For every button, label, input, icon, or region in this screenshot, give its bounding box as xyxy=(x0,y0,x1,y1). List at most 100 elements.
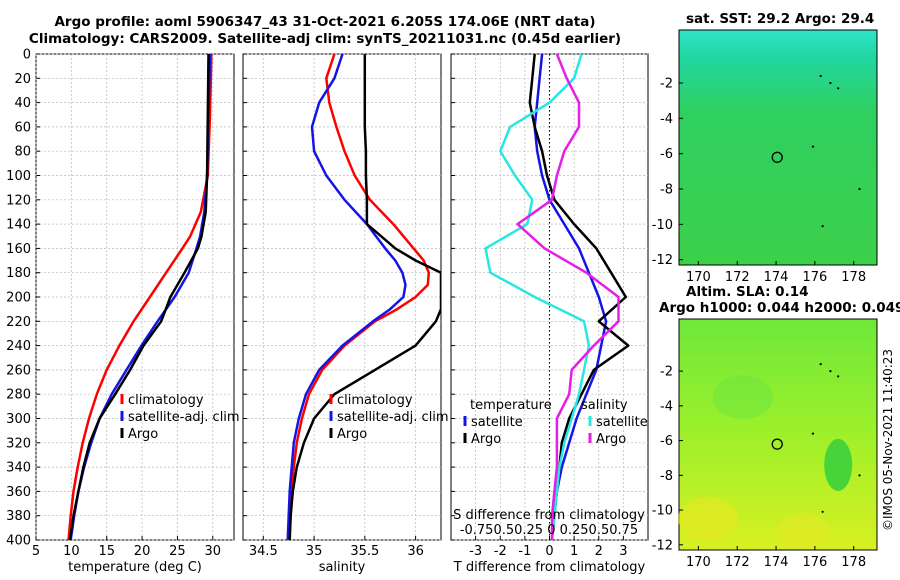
depth-tick-label: 140 xyxy=(6,218,31,233)
map-2-island xyxy=(811,432,815,435)
legend-label: satellite-adj. clim xyxy=(337,410,449,425)
map-2-ytick-label: -2 xyxy=(660,365,673,380)
map-1-ytick-label: -4 xyxy=(660,112,673,127)
map-2-xtick-label: 176 xyxy=(802,555,827,570)
panel-3-xtick-label: -1 xyxy=(518,544,531,559)
series-climatology-line xyxy=(67,54,213,540)
map-2-ytick-label: -4 xyxy=(660,399,673,414)
panel-3-xtick-label: -2 xyxy=(494,544,507,559)
depth-tick-label: 260 xyxy=(6,363,31,378)
map-1-xtick-label: 170 xyxy=(686,270,711,285)
panel-3-xtick-label: 3 xyxy=(619,544,627,559)
map-1-xtick-label: 176 xyxy=(802,270,827,285)
map-1-ytick-label: -8 xyxy=(660,183,673,198)
map-2-ytick-label: -8 xyxy=(660,469,673,484)
map-2-ytick-label: -12 xyxy=(652,538,673,553)
map-1-island xyxy=(819,74,822,78)
map-1-island xyxy=(837,87,840,90)
map-1-ytick-label: -2 xyxy=(660,77,673,92)
panel-1-xtick-label: 25 xyxy=(169,544,186,559)
map-2-island xyxy=(858,474,861,477)
depth-tick-label: 340 xyxy=(6,461,31,476)
panel-1-xtick-label: 30 xyxy=(205,544,222,559)
map-2-xtick-label: 172 xyxy=(725,555,750,570)
map-1-ytick-label: -6 xyxy=(660,147,673,162)
depth-tick-label: 180 xyxy=(6,266,31,281)
depth-tick-label: 40 xyxy=(14,96,31,111)
legend-label: climatology xyxy=(337,393,413,408)
series-s-satellite-line xyxy=(484,53,591,541)
panel-2-series-group xyxy=(286,54,441,540)
panel-3-xlabel: T difference from climatology xyxy=(453,560,646,575)
depth-tick-label: 200 xyxy=(6,291,31,306)
legend-label: Argo xyxy=(337,427,367,442)
map-sla-green-patch xyxy=(824,438,853,491)
top-xlabel: S difference from climatology xyxy=(453,508,645,523)
panel-2-xtick-label: 35 xyxy=(306,544,323,559)
panel-2-xtick-label: 34.5 xyxy=(249,544,278,559)
legend-label: satellite xyxy=(471,415,523,430)
panel-3-xtick-label: 2 xyxy=(595,544,603,559)
panel-1-xtick-label: 20 xyxy=(134,544,151,559)
map-2-xtick-label: 170 xyxy=(686,555,711,570)
series-s-argo-line xyxy=(516,53,620,540)
legend-label: Argo xyxy=(128,427,158,442)
legend-label: satellite xyxy=(596,415,648,430)
panel-3-xtick-label: -3 xyxy=(469,544,482,559)
panel-2-xlabel: salinity xyxy=(319,560,366,575)
panel-1-xtick-label: 5 xyxy=(32,544,40,559)
depth-tick-label: 80 xyxy=(14,145,31,160)
map-sla-yellow-patch xyxy=(777,512,830,549)
legend-label: Argo xyxy=(596,432,626,447)
legend-label: climatology xyxy=(128,393,204,408)
map-1-field xyxy=(678,29,878,266)
figure-title-line-2: Climatology: CARS2009. Satellite-adj cli… xyxy=(28,31,622,47)
map-1-xtick-label: 174 xyxy=(764,270,789,285)
map-1-ytick-label: -10 xyxy=(652,218,673,233)
map-2-float-marker xyxy=(771,438,783,450)
panel-1-xtick-label: 10 xyxy=(63,544,80,559)
map-1-xtick-label: 172 xyxy=(725,270,750,285)
series-argo-line xyxy=(288,54,441,540)
figure-title-line-1: Argo profile: aoml 5906347_43 31-Oct-202… xyxy=(54,14,596,30)
map-1-ytick-label: -12 xyxy=(652,253,673,268)
depth-tick-label: 280 xyxy=(6,388,31,403)
map-2-island xyxy=(829,370,832,373)
depth-tick-label: 380 xyxy=(6,509,31,524)
map-1-island xyxy=(821,225,824,228)
series-satellite-adj--clim-line xyxy=(286,54,407,540)
panel-3-xtick-label: 1 xyxy=(570,544,578,559)
map-1-island xyxy=(829,81,832,85)
depth-tick-label: 100 xyxy=(6,169,31,184)
panel-2-xtick-label: 35.5 xyxy=(350,544,379,559)
panel-1-xlabel: temperature (deg C) xyxy=(68,560,202,575)
map-2-ytick-label: -10 xyxy=(652,504,673,519)
depth-tick-label: 120 xyxy=(6,193,31,208)
depth-tick-label: 320 xyxy=(6,436,31,451)
depth-tick-label: 360 xyxy=(6,485,31,500)
map-2-island xyxy=(819,363,822,366)
map-2-ytick-label: -6 xyxy=(660,434,673,449)
panel-1-xtick-label: 15 xyxy=(98,544,115,559)
legend-label: satellite-adj. clim xyxy=(128,410,240,425)
sla-map-title-1: Altim. SLA: 0.14 xyxy=(686,284,809,300)
sst-map-title: sat. SST: 29.2 Argo: 29.4 xyxy=(686,11,875,27)
map-2-island xyxy=(821,510,824,513)
series-argo-line xyxy=(68,54,210,540)
depth-tick-label: 240 xyxy=(6,339,31,354)
series-climatology-line xyxy=(287,54,431,540)
depth-tick-label: 20 xyxy=(14,72,31,87)
series-t-satellite-line xyxy=(533,53,608,541)
legend-label: Argo xyxy=(471,432,501,447)
map-2-island xyxy=(837,375,840,378)
map-1-island xyxy=(811,145,815,148)
depth-tick-label: 300 xyxy=(6,412,31,427)
panel-1-series-group xyxy=(67,54,213,540)
panel-2-xtick-label: 36 xyxy=(407,544,424,559)
top-xtick-labels: -0.750.50.25 0 0.250.50.75 xyxy=(460,523,638,538)
panel-3-xtick-label: 0 xyxy=(545,544,553,559)
sla-map-title-2: Argo h1000: 0.044 h2000: 0.049 xyxy=(659,300,900,316)
legend-label: salinity xyxy=(581,398,628,413)
map-2-xtick-label: 178 xyxy=(841,555,866,570)
